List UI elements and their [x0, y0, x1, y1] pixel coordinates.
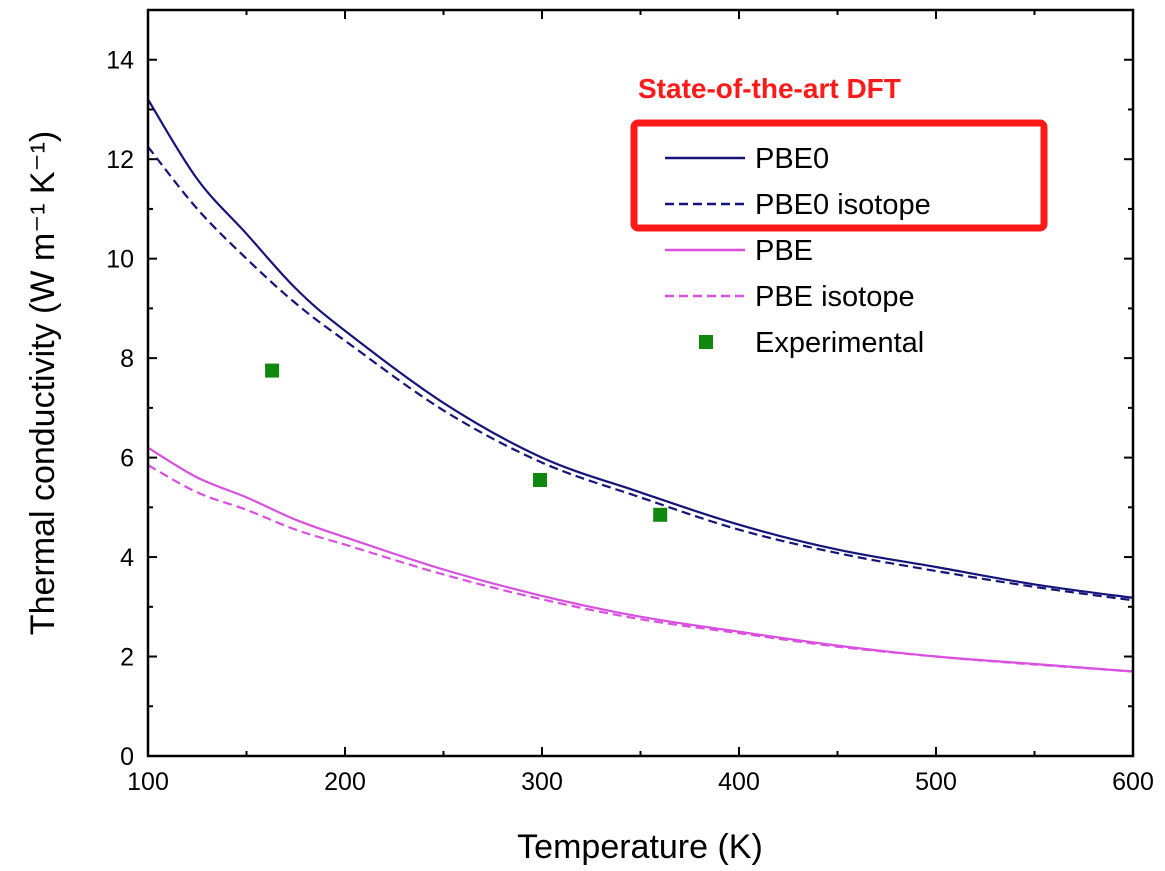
annotation-text: State-of-the-art DFT: [638, 73, 901, 104]
legend-label-pbe: PBE: [755, 235, 813, 267]
experimental-markers: [265, 363, 668, 522]
series-line-pbe0: [147, 98, 1134, 599]
y-tick-label: 8: [120, 345, 134, 373]
x-axis-title: Temperature (K): [517, 828, 763, 866]
y-tick-label: 0: [120, 743, 134, 771]
axis-ticks: [147, 9, 1134, 757]
x-tick-label: 600: [1112, 768, 1154, 796]
experimental-point: [533, 472, 548, 487]
x-tick-label: 100: [127, 768, 169, 796]
y-tick-label: 10: [106, 246, 134, 274]
legend-swatch-experimental: [699, 335, 713, 349]
y-axis-title: Thermal conductivity (W m⁻¹ K⁻¹): [24, 131, 62, 635]
tick-labels: 100 200 300 400 500 600 0 2 4 6 8 10 12 14: [106, 47, 1154, 796]
x-tick-label: 300: [521, 768, 563, 796]
series-curves: [147, 98, 1134, 673]
y-tick-label: 14: [106, 47, 134, 75]
x-tick-label: 200: [324, 768, 366, 796]
highlight-box: [630, 119, 1048, 232]
series-line-pbe: [147, 446, 1134, 673]
x-tick-label: 500: [915, 768, 957, 796]
series-line-pbe-isotope: [147, 464, 1134, 673]
legend-label-pbe0: PBE0: [755, 143, 829, 175]
legend: PBE0 PBE0 isotope PBE PBE isotope Experiment…: [665, 143, 931, 359]
legend-label-experimental: Experimental: [755, 327, 924, 359]
experimental-point: [653, 507, 668, 522]
legend-label-pbe-isotope: PBE isotope: [755, 281, 915, 313]
y-tick-label: 4: [120, 544, 134, 572]
x-tick-label: 400: [718, 768, 760, 796]
y-tick-label: 12: [106, 146, 134, 174]
legend-label-pbe0-isotope: PBE0 isotope: [755, 189, 931, 221]
experimental-point: [265, 363, 280, 378]
y-tick-label: 6: [120, 445, 134, 473]
series-line-pbe0-isotope: [147, 146, 1134, 602]
y-tick-label: 2: [120, 644, 134, 672]
